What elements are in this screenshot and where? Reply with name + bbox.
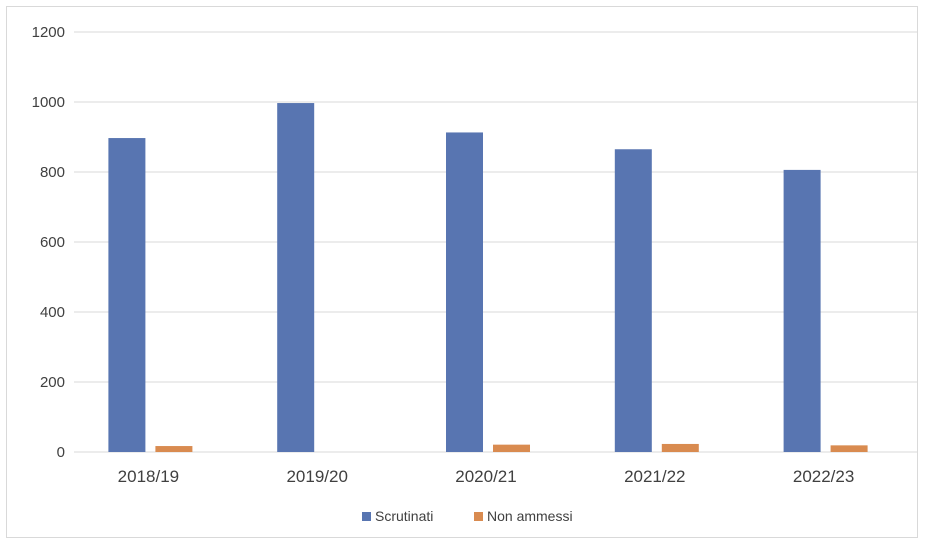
bar-scrutinati-2021-22 xyxy=(615,149,652,452)
bar-scrutinati-2019-20 xyxy=(277,103,314,452)
chart-frame: 0 200 400 600 800 1000 1200 2018/19 2019/20 2020… xyxy=(6,6,918,538)
x-tick-label: 2019/20 xyxy=(286,467,347,486)
bar-chart: 0 200 400 600 800 1000 1200 2018/19 2019/20 2020… xyxy=(7,7,917,537)
bar-scrutinati-2022-23 xyxy=(784,170,821,452)
legend: Scrutinati Non ammessi xyxy=(362,508,573,524)
x-tick-label: 2022/23 xyxy=(793,467,854,486)
bars xyxy=(108,103,867,452)
x-tick-label: 2018/19 xyxy=(118,467,179,486)
bar-non-ammessi-2020-21 xyxy=(493,445,530,452)
y-tick-label: 800 xyxy=(40,164,65,181)
bar-non-ammessi-2018-19 xyxy=(155,446,192,452)
bar-non-ammessi-2022-23 xyxy=(831,445,868,452)
x-axis-ticks: 2018/19 2019/20 2020/21 2021/22 2022/23 xyxy=(118,467,855,486)
legend-label: Scrutinati xyxy=(375,508,433,524)
y-tick-label: 1200 xyxy=(32,24,65,41)
y-tick-label: 0 xyxy=(57,444,65,461)
x-tick-label: 2020/21 xyxy=(455,467,516,486)
bar-non-ammessi-2021-22 xyxy=(662,444,699,452)
bar-scrutinati-2020-21 xyxy=(446,132,483,452)
y-tick-label: 400 xyxy=(40,304,65,321)
legend-label: Non ammessi xyxy=(487,508,573,524)
y-tick-label: 200 xyxy=(40,374,65,391)
y-axis-ticks: 0 200 400 600 800 1000 1200 xyxy=(32,24,65,461)
bar-scrutinati-2018-19 xyxy=(108,138,145,452)
y-tick-label: 1000 xyxy=(32,94,65,111)
legend-swatch xyxy=(474,512,483,521)
legend-swatch xyxy=(362,512,371,521)
x-tick-label: 2021/22 xyxy=(624,467,685,486)
y-tick-label: 600 xyxy=(40,234,65,251)
